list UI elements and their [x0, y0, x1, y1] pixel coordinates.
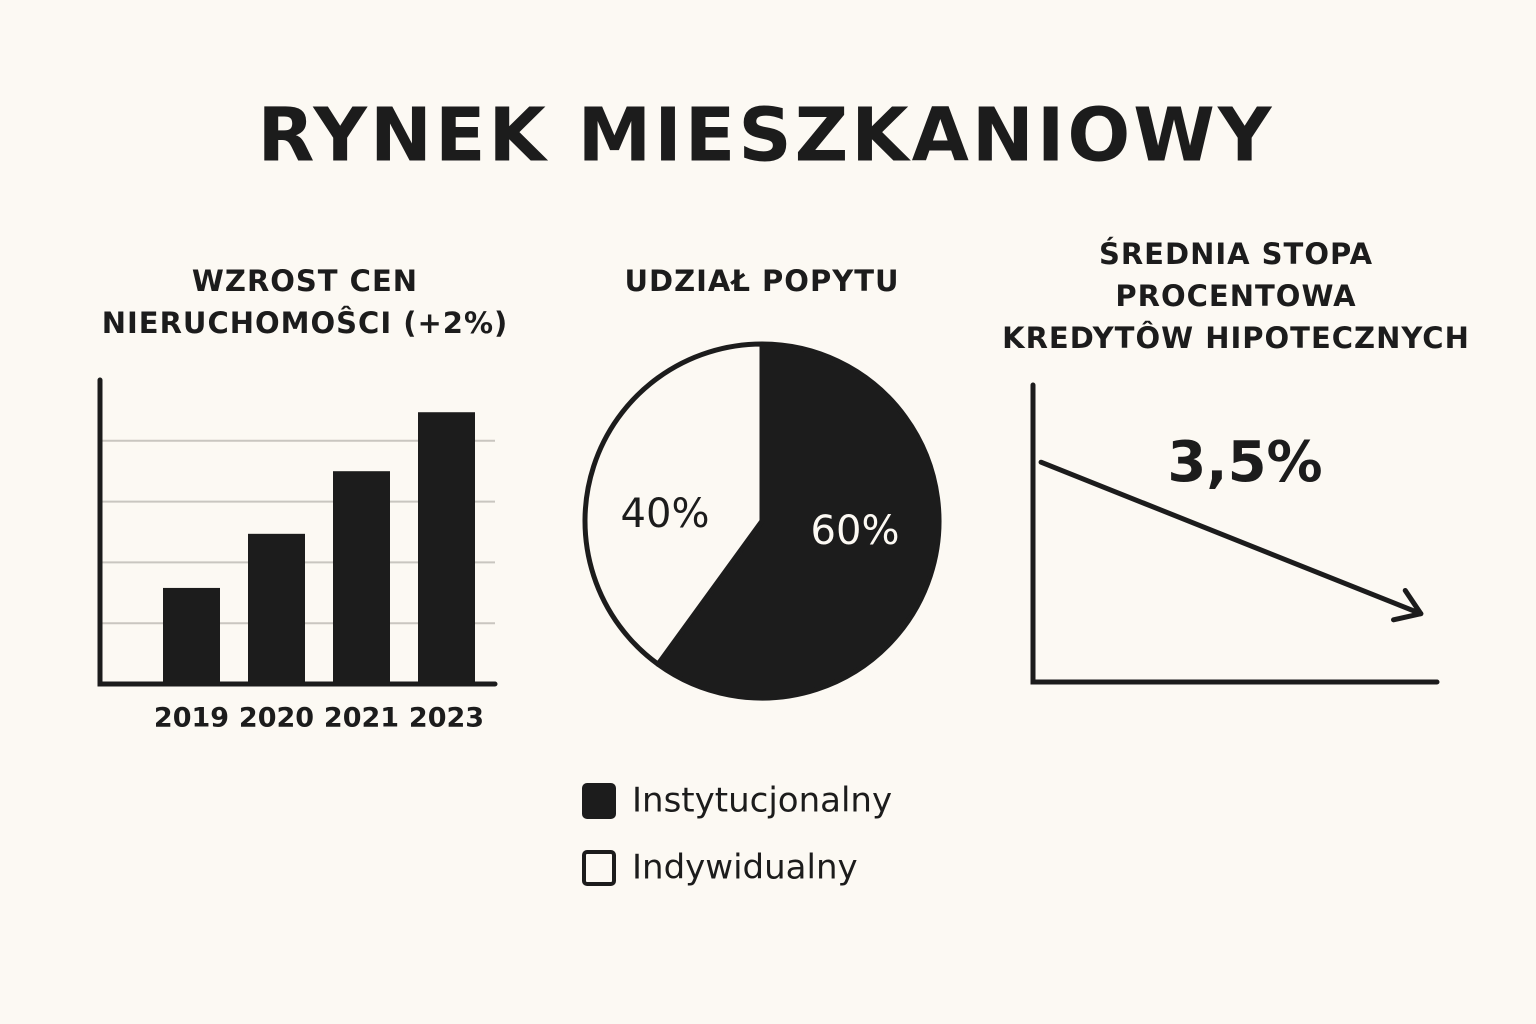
legend-swatch [582, 850, 616, 886]
chart-title: KREDYTÔW HIPOTECZNYCH [1002, 321, 1470, 355]
chart-title: PROCENTOWA [1115, 279, 1356, 313]
annotation: 3,5% [1167, 430, 1322, 495]
bar [248, 533, 305, 684]
pie-value-label: 60% [811, 508, 900, 554]
pie-value-label: 40% [621, 491, 710, 537]
x-tick-label: 2021 [324, 703, 399, 734]
legend-label: Instytucjonalny [632, 781, 892, 821]
bar [163, 587, 220, 684]
chart-title: NIERUCHOMOŜCI (+2%) [102, 306, 509, 340]
legend-label: Indywidualny [632, 848, 858, 888]
bar [418, 412, 475, 684]
pie-slice [582, 341, 765, 667]
chart-title: UDZIAŁ POPYTU [624, 264, 899, 298]
line [1038, 459, 1424, 617]
chart-title: ŚREDNIA STOPA [1099, 237, 1373, 271]
x-tick-label: 2023 [409, 703, 484, 734]
main-title: RYNEK MIESZKANIOWY [258, 93, 1275, 179]
axis [1030, 382, 1440, 685]
axis [97, 377, 498, 687]
chart-title: WZROST CEN [192, 264, 418, 298]
pie-slice [655, 341, 942, 701]
x-tick-label: 2020 [239, 703, 314, 734]
arrow-head [1391, 587, 1424, 623]
x-tick-label: 2019 [154, 703, 229, 734]
bar [333, 471, 390, 684]
legend-swatch [582, 783, 616, 819]
